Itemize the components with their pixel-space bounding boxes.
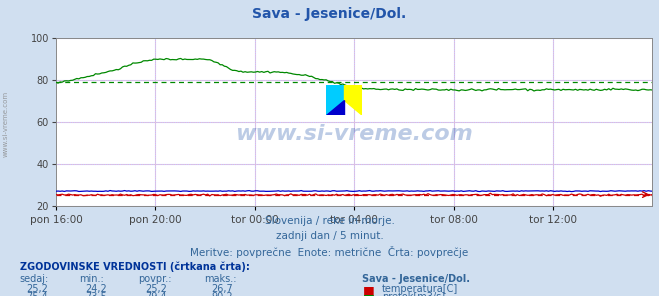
Text: temperatura[C]: temperatura[C] (382, 284, 459, 294)
Text: 73,5: 73,5 (86, 292, 107, 296)
Text: 26,7: 26,7 (211, 284, 233, 294)
Polygon shape (326, 85, 344, 115)
Text: sedaj:: sedaj: (20, 274, 49, 284)
Text: 75,4: 75,4 (26, 292, 48, 296)
Polygon shape (344, 85, 362, 115)
Text: Meritve: povprečne  Enote: metrične  Črta: povprečje: Meritve: povprečne Enote: metrične Črta:… (190, 246, 469, 258)
Text: www.si-vreme.com: www.si-vreme.com (235, 124, 473, 144)
Text: 79,4: 79,4 (145, 292, 167, 296)
Text: 25,2: 25,2 (26, 284, 48, 294)
Text: 90,2: 90,2 (211, 292, 233, 296)
Text: 24,2: 24,2 (86, 284, 107, 294)
Text: min.:: min.: (79, 274, 104, 284)
Text: www.si-vreme.com: www.si-vreme.com (2, 91, 9, 157)
Text: 25,2: 25,2 (145, 284, 167, 294)
Text: Slovenija / reke in morje.: Slovenija / reke in morje. (264, 216, 395, 226)
Text: ZGODOVINSKE VREDNOSTI (črtkana črta):: ZGODOVINSKE VREDNOSTI (črtkana črta): (20, 262, 250, 272)
Text: ■: ■ (362, 292, 374, 296)
Text: zadnji dan / 5 minut.: zadnji dan / 5 minut. (275, 231, 384, 241)
Text: Sava - Jesenice/Dol.: Sava - Jesenice/Dol. (252, 7, 407, 21)
Text: Sava - Jesenice/Dol.: Sava - Jesenice/Dol. (362, 274, 471, 284)
Polygon shape (326, 100, 344, 115)
Text: povpr.:: povpr.: (138, 274, 172, 284)
Text: pretok[m3/s]: pretok[m3/s] (382, 292, 445, 296)
Text: ■: ■ (362, 284, 374, 296)
Text: maks.:: maks.: (204, 274, 237, 284)
